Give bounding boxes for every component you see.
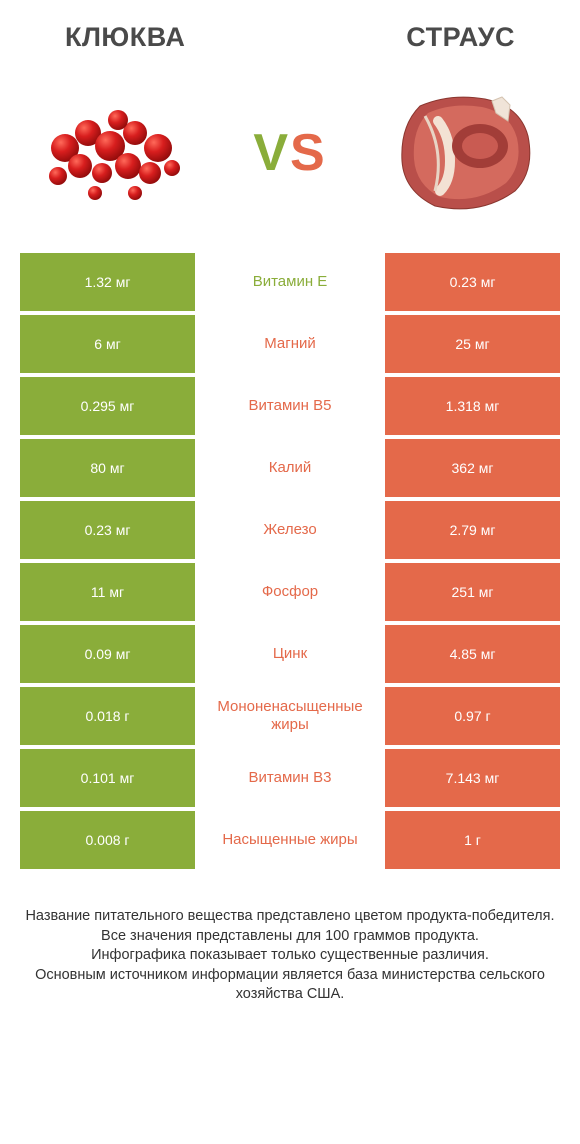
vs-v: V — [253, 124, 290, 182]
nutrient-name: Фосфор — [195, 563, 385, 621]
value-left: 0.008 г — [20, 811, 195, 869]
nutrient-row: 0.101 мгВитамин B37.143 мг — [20, 749, 560, 807]
comparison-grid: 1.32 мгВитамин E0.23 мг6 мгМагний25 мг0.… — [0, 253, 580, 869]
cranberry-image — [40, 93, 190, 213]
footer-line3: Инфографика показывает только существенн… — [24, 946, 556, 966]
nutrient-name: Железо — [195, 501, 385, 559]
nutrient-name: Витамин B3 — [195, 749, 385, 807]
hero: VS — [0, 63, 580, 253]
value-right: 1 г — [385, 811, 560, 869]
nutrient-name: Витамин E — [195, 253, 385, 311]
value-right: 362 мг — [385, 439, 560, 497]
nutrient-row: 6 мгМагний25 мг — [20, 315, 560, 373]
title-left: КЛЮКВА — [65, 22, 185, 53]
nutrient-name: Витамин B5 — [195, 377, 385, 435]
value-left: 0.295 мг — [20, 377, 195, 435]
value-right: 25 мг — [385, 315, 560, 373]
nutrient-row: 0.018 гМононенасыщенные жиры0.97 г — [20, 687, 560, 745]
value-right: 251 мг — [385, 563, 560, 621]
nutrient-name: Мононенасыщенные жиры — [195, 687, 385, 745]
value-right: 1.318 мг — [385, 377, 560, 435]
footer-line2: Все значения представлены для 100 граммо… — [24, 927, 556, 947]
vs-s: S — [290, 124, 327, 182]
value-right: 7.143 мг — [385, 749, 560, 807]
nutrient-name: Магний — [195, 315, 385, 373]
value-right: 4.85 мг — [385, 625, 560, 683]
nutrient-row: 11 мгФосфор251 мг — [20, 563, 560, 621]
value-left: 0.23 мг — [20, 501, 195, 559]
value-right: 0.97 г — [385, 687, 560, 745]
nutrient-row: 0.008 гНасыщенные жиры1 г — [20, 811, 560, 869]
nutrient-row: 0.09 мгЦинк4.85 мг — [20, 625, 560, 683]
nutrient-row: 1.32 мгВитамин E0.23 мг — [20, 253, 560, 311]
header: КЛЮКВА СТРАУС — [0, 0, 580, 63]
vs-label: VS — [253, 123, 326, 183]
nutrient-row: 0.295 мгВитамин B51.318 мг — [20, 377, 560, 435]
value-left: 11 мг — [20, 563, 195, 621]
value-left: 0.09 мг — [20, 625, 195, 683]
meat-image — [390, 93, 540, 213]
value-right: 0.23 мг — [385, 253, 560, 311]
value-left: 0.018 г — [20, 687, 195, 745]
nutrient-name: Насыщенные жиры — [195, 811, 385, 869]
nutrient-name: Калий — [195, 439, 385, 497]
value-left: 0.101 мг — [20, 749, 195, 807]
value-left: 6 мг — [20, 315, 195, 373]
footer: Название питательного вещества представл… — [0, 873, 580, 1005]
nutrient-row: 80 мгКалий362 мг — [20, 439, 560, 497]
footer-line4: Основным источником информации является … — [24, 966, 556, 1005]
value-right: 2.79 мг — [385, 501, 560, 559]
footer-line1: Название питательного вещества представл… — [24, 907, 556, 927]
nutrient-name: Цинк — [195, 625, 385, 683]
value-left: 1.32 мг — [20, 253, 195, 311]
value-left: 80 мг — [20, 439, 195, 497]
nutrient-row: 0.23 мгЖелезо2.79 мг — [20, 501, 560, 559]
title-right: СТРАУС — [406, 22, 515, 53]
